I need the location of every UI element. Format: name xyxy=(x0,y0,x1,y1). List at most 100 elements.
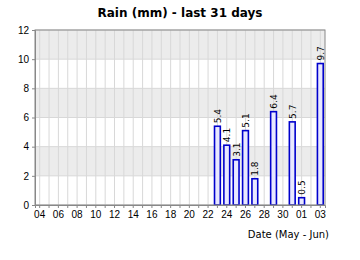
y-tick-label: 2 xyxy=(23,171,29,182)
data-label: 6.4 xyxy=(269,94,279,109)
bar xyxy=(252,179,258,205)
x-tick: 08 xyxy=(72,205,84,220)
x-tick xyxy=(161,205,162,208)
grid-line xyxy=(35,59,325,60)
x-tick-mark xyxy=(180,205,181,208)
x-tick-label: 12 xyxy=(109,209,121,220)
bar xyxy=(233,160,239,205)
x-tick-mark xyxy=(217,205,218,208)
x-tick-mark xyxy=(245,205,246,208)
bar xyxy=(215,126,221,205)
x-tick-mark xyxy=(208,205,209,208)
y-tick-label: 10 xyxy=(18,54,30,65)
x-tick xyxy=(67,205,68,208)
plot-frame xyxy=(35,30,325,205)
grid-line xyxy=(35,175,325,176)
grid-line xyxy=(35,88,325,89)
x-tick: 12 xyxy=(109,205,121,220)
x-tick: 06 xyxy=(53,205,65,220)
x-tick-label: 06 xyxy=(53,209,65,220)
y-tick-label: 8 xyxy=(23,83,29,94)
y-tick: 10 xyxy=(18,54,35,65)
x-tick-mark xyxy=(114,205,115,208)
y-tick-mark xyxy=(32,59,35,60)
x-tick xyxy=(105,205,106,208)
y-tick-mark xyxy=(32,205,35,206)
x-tick xyxy=(236,205,237,208)
x-tick-label: 28 xyxy=(259,209,271,220)
y-tick-mark xyxy=(32,147,35,148)
y-tick-label: 12 xyxy=(18,25,30,36)
x-tick: 01 xyxy=(296,205,308,220)
x-tick-mark xyxy=(49,205,50,208)
x-tick-label: 18 xyxy=(165,209,177,220)
x-tick: 30 xyxy=(277,205,289,220)
y-tick: 6 xyxy=(23,112,35,123)
y-tick-label: 6 xyxy=(23,112,29,123)
x-tick-mark xyxy=(58,205,59,208)
x-tick-label: 24 xyxy=(221,209,233,220)
y-tick-mark xyxy=(32,88,35,89)
y-tick-label: 4 xyxy=(23,141,29,152)
y-tick-mark xyxy=(32,30,35,31)
x-tick-label: 26 xyxy=(240,209,252,220)
x-tick-label: 03 xyxy=(315,209,327,220)
x-tick-label: 01 xyxy=(296,209,308,220)
x-tick-mark xyxy=(39,205,40,208)
bar xyxy=(317,64,323,205)
x-tick-mark xyxy=(189,205,190,208)
x-tick-mark xyxy=(254,205,255,208)
x-tick-mark xyxy=(77,205,78,208)
y-axis: 0 2 4 6 8 10 12 xyxy=(18,25,36,211)
x-tick-label: 14 xyxy=(128,209,140,220)
data-labels: 5.44.13.15.11.86.45.70.59.7 xyxy=(213,46,326,194)
x-tick-mark xyxy=(282,205,283,208)
y-tick: 0 xyxy=(23,200,35,211)
x-tick-mark xyxy=(264,205,265,208)
data-label: 3.1 xyxy=(232,142,242,156)
y-tick-mark xyxy=(32,118,35,119)
plot-background xyxy=(35,30,325,205)
x-tick: 20 xyxy=(184,205,196,220)
x-tick-label: 30 xyxy=(277,209,289,220)
x-tick xyxy=(180,205,181,208)
x-tick-mark xyxy=(236,205,237,208)
x-axis-line xyxy=(36,206,326,209)
x-tick: 03 xyxy=(315,205,327,220)
y-tick: 2 xyxy=(23,171,35,182)
data-label: 5.1 xyxy=(241,113,251,127)
data-label: 9.7 xyxy=(316,46,326,60)
bar xyxy=(271,112,277,205)
x-tick: 16 xyxy=(146,205,158,220)
x-tick-mark xyxy=(198,205,199,208)
x-tick xyxy=(49,205,50,208)
chart-svg: 0406081012141618202224262830010302468101… xyxy=(0,0,360,260)
x-tick-mark xyxy=(86,205,87,208)
y-tick: 12 xyxy=(18,25,35,36)
x-tick-mark xyxy=(170,205,171,208)
x-axis: 04 06 08 10 12 14 16 18 20 22 24 26 28 30 01 03 xyxy=(34,205,326,220)
y-axis-line xyxy=(32,31,36,206)
x-tick-label: 16 xyxy=(146,209,158,220)
chart-title: Rain (mm) - last 31 days xyxy=(98,6,263,20)
x-tick xyxy=(292,205,293,208)
grid-line xyxy=(35,146,325,147)
x-tick-mark xyxy=(151,205,152,208)
x-tick-label: 04 xyxy=(34,209,46,220)
x-axis-title: Date (May - Jun) xyxy=(248,229,329,240)
x-tick-label: 10 xyxy=(90,209,102,220)
x-tick-label: 22 xyxy=(203,209,215,220)
x-tick: 24 xyxy=(221,205,233,220)
x-tick-mark xyxy=(310,205,311,208)
bar xyxy=(289,122,295,205)
x-tick-mark xyxy=(123,205,124,208)
bar xyxy=(299,198,305,205)
x-tick xyxy=(310,205,311,208)
x-tick: 04 xyxy=(34,205,46,220)
y-tick: 4 xyxy=(23,141,35,152)
x-tick: 28 xyxy=(259,205,271,220)
x-tick: 10 xyxy=(90,205,102,220)
x-tick-mark xyxy=(301,205,302,208)
y-tick-mark xyxy=(32,176,35,177)
data-label: 5.4 xyxy=(213,109,223,124)
